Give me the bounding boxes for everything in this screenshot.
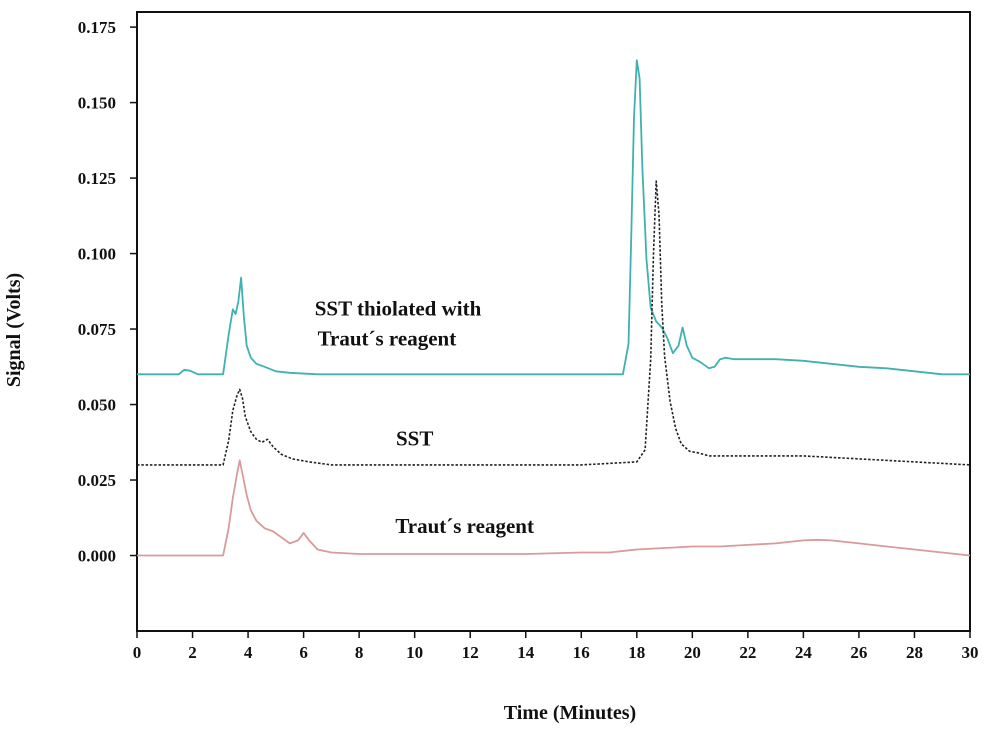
y-tick-label: 0.175 <box>78 18 116 37</box>
annotation-label: SST <box>396 426 433 450</box>
series-layer <box>137 59 971 557</box>
annotation-label: SST thiolated with <box>315 296 482 320</box>
series-line-2 <box>137 459 971 557</box>
x-tick-label: 0 <box>133 643 142 662</box>
y-tick-label: 0.100 <box>78 245 116 264</box>
x-axis-title: Time (Minutes) <box>504 702 636 724</box>
x-tick-label: 26 <box>850 643 867 662</box>
x-tick-label: 28 <box>906 643 923 662</box>
series-line-0 <box>137 59 970 376</box>
x-tick-label: 6 <box>299 643 308 662</box>
y-tick-label: 0.075 <box>78 320 116 339</box>
x-tick-label: 20 <box>684 643 701 662</box>
y-tick-label: 0.000 <box>78 547 116 566</box>
annotation-label: Traut´s reagent <box>395 514 534 538</box>
x-tick-label: 10 <box>406 643 423 662</box>
plot-area-frame <box>136 11 971 632</box>
x-tick-label: 8 <box>355 643 364 662</box>
x-tick-label: 14 <box>517 643 535 662</box>
x-tick-label: 12 <box>462 643 479 662</box>
annotation-layer: SST thiolated with Traut´s reagent SST Trau… <box>315 296 534 537</box>
x-tick-label: 2 <box>188 643 197 662</box>
x-tick-label: 4 <box>244 643 253 662</box>
y-axis-title: Signal (Volts) <box>3 273 25 387</box>
x-tick-label: 16 <box>573 643 590 662</box>
y-tick-label: 0.050 <box>78 396 116 415</box>
y-tick-label: 0.150 <box>78 94 116 113</box>
ticks-layer: 0 2 4 6 8 10 12 14 16 18 20 22 24 26 28 300.0000.0250.0… <box>78 18 979 662</box>
series-line-1 <box>137 180 971 466</box>
y-tick-label: 0.125 <box>78 169 116 188</box>
x-tick-label: 22 <box>739 643 756 662</box>
x-tick-label: 30 <box>962 643 979 662</box>
y-tick-label: 0.025 <box>78 471 116 490</box>
x-tick-label: 18 <box>628 643 645 662</box>
x-tick-label: 24 <box>795 643 813 662</box>
annotation-label: Traut´s reagent <box>318 327 457 351</box>
